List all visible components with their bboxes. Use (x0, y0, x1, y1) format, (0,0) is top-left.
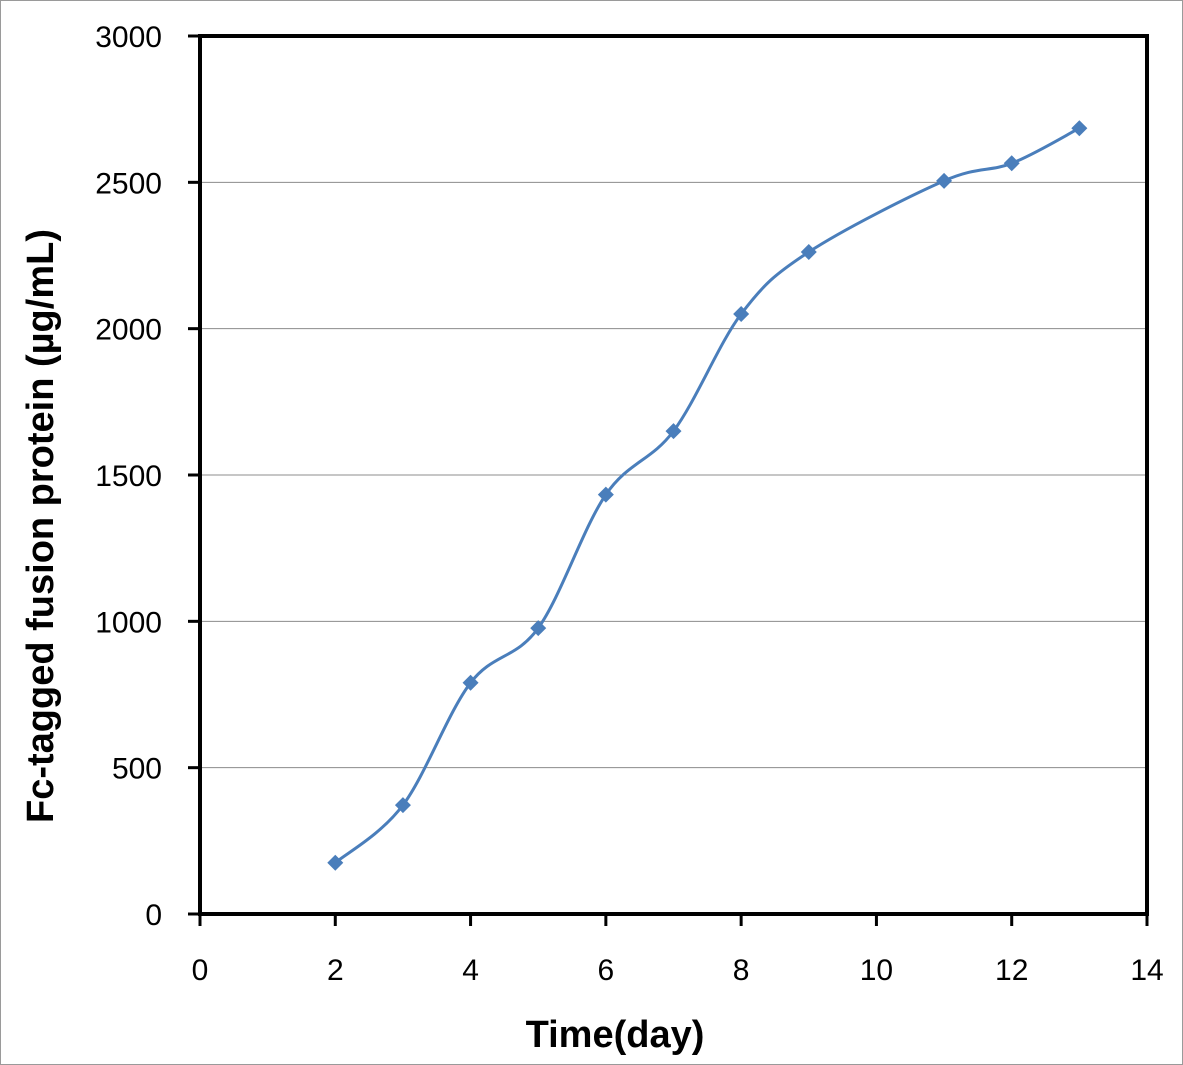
series-line (334, 126, 1081, 864)
y-tick-label: 3000 (95, 21, 162, 54)
data-point-marker (1003, 155, 1020, 172)
y-tick-label: 2500 (95, 167, 162, 200)
series-layer (327, 120, 1088, 871)
x-tick-label: 6 (598, 954, 615, 987)
x-tick-label: 10 (860, 954, 893, 987)
grid-lines (200, 181, 1147, 769)
x-tick-label: 4 (462, 954, 479, 987)
y-tick-label: 0 (145, 899, 162, 932)
data-point-marker (530, 620, 547, 637)
x-tick-label: 14 (1130, 954, 1163, 987)
data-point-marker (733, 306, 750, 323)
x-tick-label: 0 (192, 954, 209, 987)
data-point-marker (462, 674, 479, 691)
y-axis-title: Fc-tagged fusion protein (µg/mL) (20, 229, 62, 823)
tick-labels: 0 500 1000 1500 2000 2500 3000 0 2 4 6 8 10 12 14 (95, 21, 1163, 987)
y-tick-label: 500 (112, 753, 162, 786)
data-point-marker (327, 854, 344, 871)
data-point-marker (936, 172, 953, 189)
y-tick-label: 2000 (95, 314, 162, 347)
x-tick-label: 8 (733, 954, 750, 987)
x-tick-label: 12 (995, 954, 1028, 987)
y-tick-label: 1500 (95, 460, 162, 493)
data-point-marker (665, 423, 682, 440)
data-point-marker (1071, 120, 1088, 137)
data-point-marker (800, 243, 817, 260)
axes (188, 34, 1149, 926)
x-tick-label: 2 (327, 954, 344, 987)
data-point-marker (597, 486, 614, 503)
y-tick-label: 1000 (95, 606, 162, 639)
x-axis-title: Time(day) (526, 1014, 705, 1056)
data-point-marker (394, 797, 411, 814)
